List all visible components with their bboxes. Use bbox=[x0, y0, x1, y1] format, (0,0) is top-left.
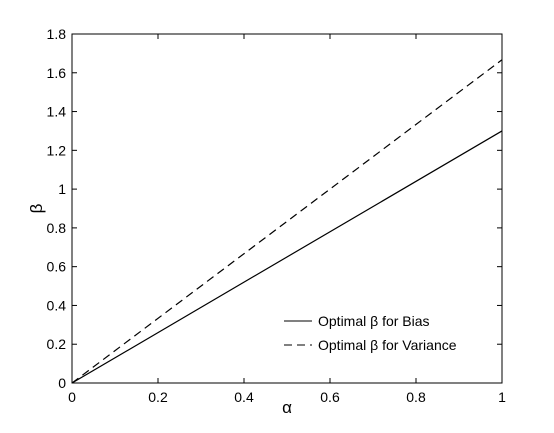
plot-frame bbox=[71, 33, 503, 384]
y-tick-label: 1 bbox=[58, 181, 66, 197]
x-tick-label: 0 bbox=[68, 389, 76, 405]
x-tick-label: 0.8 bbox=[406, 389, 426, 405]
x-tick-label: 0.2 bbox=[148, 389, 168, 405]
y-tick-label: 0.2 bbox=[47, 336, 67, 352]
series-layer bbox=[71, 59, 503, 384]
y-axis-label: β bbox=[27, 203, 46, 213]
y-tick-label: 1.2 bbox=[47, 142, 67, 158]
x-tick-label: 1 bbox=[498, 389, 506, 405]
y-tick-label: 0.4 bbox=[47, 297, 67, 313]
legend-label-variance: Optimal β for Variance bbox=[318, 337, 457, 353]
ticks-layer: 0 0.2 0.4 0.6 0.8 1 0 0.2 0.4 0.6 0.8 1 1.2 1.4 1.6 1.8 bbox=[47, 26, 507, 405]
series-line-variance bbox=[71, 59, 503, 384]
y-tick-label: 1.6 bbox=[47, 65, 67, 81]
y-tick-label: 1.4 bbox=[47, 104, 67, 120]
x-tick-label: 0.4 bbox=[234, 389, 254, 405]
x-axis-label: α bbox=[282, 398, 292, 417]
x-tick-label: 0.6 bbox=[320, 389, 340, 405]
y-tick-label: 0.8 bbox=[47, 220, 67, 236]
y-tick-label: 1.8 bbox=[47, 26, 67, 42]
legend: Optimal β for Bias Optimal β for Varianc… bbox=[284, 313, 457, 353]
legend-label-bias: Optimal β for Bias bbox=[318, 313, 430, 329]
y-tick-label: 0 bbox=[58, 375, 66, 391]
series-line-bias bbox=[71, 130, 503, 384]
y-tick-label: 0.6 bbox=[47, 259, 67, 275]
